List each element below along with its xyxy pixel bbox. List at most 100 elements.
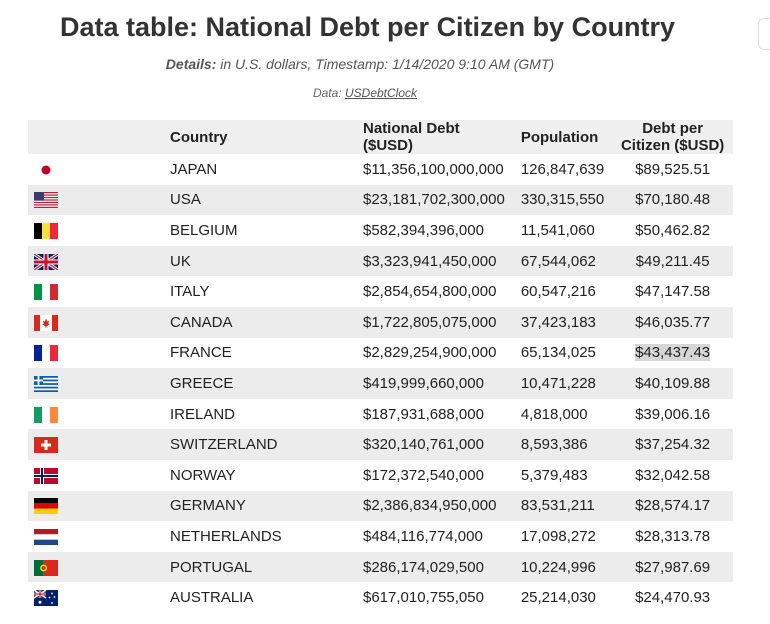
national-debt-cell: $2,829,254,900,000 xyxy=(355,338,513,369)
national-debt-cell-text: $617,010,755,050 xyxy=(363,589,484,607)
table-row: ITALY $2,854,654,800,000 60,547,216 $47,147… xyxy=(28,276,733,307)
portugal-flag-icon xyxy=(34,559,58,576)
national-debt-cell-text: $1,722,805,075,000 xyxy=(363,313,497,331)
debt-per-citizen-cell: $49,211.45 xyxy=(612,246,733,277)
debt-per-citizen-cell-text: $50,462.82 xyxy=(635,221,711,239)
country-cell: USA xyxy=(162,185,355,216)
flag-cell xyxy=(28,154,162,185)
table-row: AUSTRALIA $617,010,755,050 25,214,030 $24,4… xyxy=(28,582,733,613)
country-cell-text: SWITZERLAND xyxy=(170,436,278,454)
population-cell-text: 65,134,025 xyxy=(520,344,596,362)
national-debt-cell: $286,174,029,500 xyxy=(355,552,513,583)
population-cell: 11,541,060 xyxy=(513,215,612,246)
country-cell: GREECE xyxy=(162,368,355,399)
country-cell: CANADA xyxy=(162,307,355,338)
debt-per-citizen-cell-text: $46,035.77 xyxy=(635,313,711,331)
national-debt-cell-text: $419,999,660,000 xyxy=(363,374,484,392)
country-cell: FRANCE xyxy=(162,338,355,369)
population-cell-text: 60,547,216 xyxy=(520,283,596,301)
debt-per-citizen-cell-text: $27,987.69 xyxy=(635,558,711,576)
country-cell: UK xyxy=(162,246,355,277)
germany-flag-icon xyxy=(34,498,58,515)
debt-per-citizen-cell: $46,035.77 xyxy=(612,307,733,338)
flag-cell xyxy=(28,491,162,522)
debt-per-citizen-cell-text: $32,042.58 xyxy=(635,466,711,484)
flag-cell xyxy=(28,246,162,277)
debt-per-citizen-cell: $28,313.78 xyxy=(612,521,733,552)
national-debt-cell-text: $187,931,688,000 xyxy=(363,405,484,423)
population-cell: 10,224,996 xyxy=(513,552,612,583)
debt-per-citizen-cell: $37,254.32 xyxy=(612,429,733,460)
usa-flag-icon xyxy=(34,192,58,209)
flag-cell xyxy=(28,552,162,583)
australia-flag-icon xyxy=(34,590,58,607)
debt-per-citizen-cell-text: $28,574.17 xyxy=(635,497,711,515)
debt-per-citizen-cell: $89,525.51 xyxy=(612,154,733,185)
column-header-population[interactable]: Population xyxy=(520,128,599,146)
population-cell: 17,098,272 xyxy=(513,521,612,552)
national-debt-cell: $11,356,100,000,000 xyxy=(355,154,513,185)
country-cell: BELGIUM xyxy=(162,215,355,246)
flag-cell xyxy=(28,582,162,613)
source-link[interactable]: USDebtClock xyxy=(344,86,418,100)
population-cell-text: 5,379,483 xyxy=(520,466,588,484)
belgium-flag-icon xyxy=(34,223,58,239)
population-cell: 37,423,183 xyxy=(513,307,612,338)
population-cell-text: 25,214,030 xyxy=(520,589,596,607)
national-debt-cell: $582,394,396,000 xyxy=(355,215,513,246)
population-cell: 25,214,030 xyxy=(513,582,612,613)
country-cell-text: BELGIUM xyxy=(170,221,238,239)
flag-cell xyxy=(28,338,162,369)
national-debt-cell: $2,386,834,950,000 xyxy=(355,491,513,522)
country-cell-text: JAPAN xyxy=(170,160,218,178)
country-cell: GERMANY xyxy=(162,491,355,522)
debt-per-citizen-cell-text: $28,313.78 xyxy=(635,527,711,545)
national-debt-cell-text: $3,323,941,450,000 xyxy=(363,252,497,270)
population-cell: 126,847,639 xyxy=(513,154,612,185)
norway-flag-icon xyxy=(34,467,58,484)
national-debt-cell-text: $2,829,254,900,000 xyxy=(363,344,497,362)
column-header-debt-per-citizen[interactable]: Debt per Citizen ($USD) xyxy=(620,120,725,154)
column-header-national-debt[interactable]: National Debt ($USD) xyxy=(363,120,460,154)
national-debt-cell: $419,999,660,000 xyxy=(355,368,513,399)
debt-per-citizen-cell: $47,147.58 xyxy=(612,276,733,307)
table-row: NETHERLANDS $484,116,774,000 17,098,272 $28… xyxy=(28,521,733,552)
population-cell: 8,593,386 xyxy=(513,429,612,460)
flag-cell xyxy=(28,429,162,460)
national-debt-cell-text: $320,140,761,000 xyxy=(363,436,484,454)
national-debt-cell-text: $23,181,702,300,000 xyxy=(363,191,505,209)
switzerland-flag-icon xyxy=(34,437,58,454)
population-cell-text: 11,541,060 xyxy=(520,221,595,239)
national-debt-cell: $3,323,941,450,000 xyxy=(355,246,513,277)
debt-per-citizen-cell: $43,437.43 xyxy=(612,338,733,369)
national-debt-cell: $484,116,774,000 xyxy=(355,521,513,552)
uk-flag-icon xyxy=(34,253,58,270)
debt-table: Country National Debt ($USD) Population … xyxy=(28,120,733,613)
country-cell: AUSTRALIA xyxy=(162,582,355,613)
country-cell: JAPAN xyxy=(162,154,355,185)
column-header-country[interactable]: Country xyxy=(170,128,228,146)
country-cell-text: UK xyxy=(170,252,191,270)
greece-flag-icon xyxy=(34,375,58,392)
debt-per-citizen-cell-text: $47,147.58 xyxy=(635,283,711,301)
population-cell: 60,547,216 xyxy=(513,276,612,307)
column-header-flag xyxy=(28,120,162,154)
debt-per-citizen-cell-text: $49,211.45 xyxy=(635,252,710,270)
table-row: GREECE $419,999,660,000 10,471,228 $40,109.… xyxy=(28,368,733,399)
debt-per-citizen-cell-text: $37,254.32 xyxy=(635,436,711,454)
debt-per-citizen-cell: $27,987.69 xyxy=(612,552,733,583)
population-cell: 5,379,483 xyxy=(513,460,612,491)
national-debt-cell: $617,010,755,050 xyxy=(355,582,513,613)
population-cell: 10,471,228 xyxy=(513,368,612,399)
france-flag-icon xyxy=(34,345,58,362)
flag-cell xyxy=(28,368,162,399)
population-cell: 65,134,025 xyxy=(513,338,612,369)
population-cell: 330,315,550 xyxy=(513,185,612,216)
source-line: Data: USDebtClock xyxy=(0,86,730,100)
national-debt-cell-text: $286,174,029,500 xyxy=(363,558,484,576)
table-row: NORWAY $172,372,540,000 5,379,483 $32,042.5… xyxy=(28,460,733,491)
national-debt-cell-text: $2,854,654,800,000 xyxy=(363,283,497,301)
debt-per-citizen-cell: $40,109.88 xyxy=(612,368,733,399)
table-row: GERMANY $2,386,834,950,000 83,531,211 $28,5… xyxy=(28,490,733,522)
population-cell: 83,531,211 xyxy=(513,491,612,522)
